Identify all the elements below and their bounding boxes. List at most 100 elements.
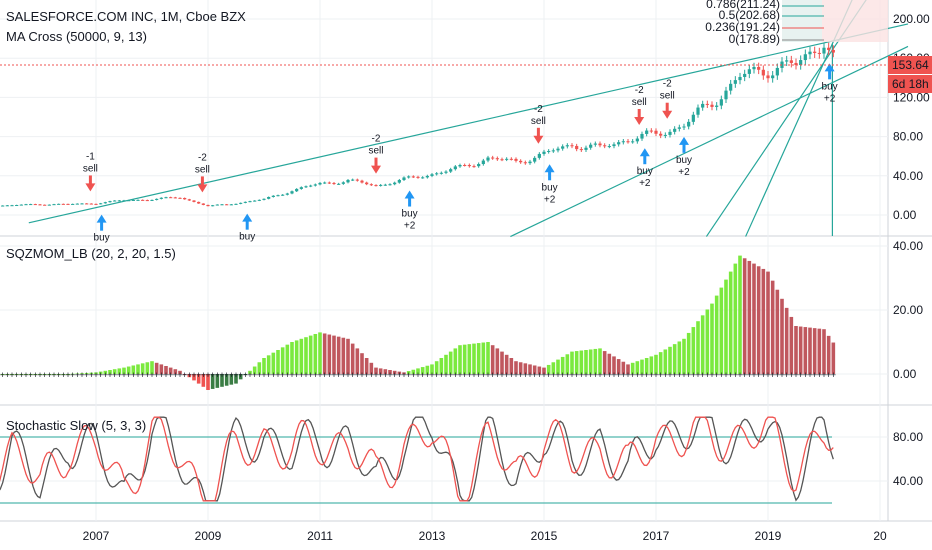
candle-body: [271, 195, 275, 197]
momentum-bar: [565, 354, 570, 374]
candle-body: [682, 126, 686, 128]
sell-arrow-icon: [85, 183, 96, 192]
momentum-tick-label: 40.00: [893, 239, 923, 253]
squeeze-dot: +: [219, 370, 224, 380]
sell-arrow-stem: [637, 108, 641, 118]
buy-label: buy: [637, 166, 653, 177]
candle-body: [542, 151, 546, 154]
candle-body: [696, 107, 700, 115]
momentum-bar: [798, 326, 803, 374]
candle-body: [537, 153, 541, 158]
momentum-bar: [392, 370, 397, 374]
buy-arrow-icon: [242, 213, 253, 222]
signal-sell: sell-2: [660, 79, 675, 119]
momentum-bar: [616, 359, 621, 374]
momentum-bar: [276, 350, 280, 374]
momentum-bar: [710, 303, 714, 374]
squeeze-dot: +: [135, 370, 140, 380]
candle-body: [570, 145, 574, 147]
candle-body: [556, 148, 560, 151]
momentum-bar: [154, 362, 159, 374]
squeeze-dot: +: [621, 370, 626, 380]
candle-body: [229, 204, 233, 206]
buy-label: buy: [94, 233, 110, 244]
candle-body: [145, 200, 149, 202]
squeeze-dot: +: [313, 370, 318, 380]
squeeze-dot: +: [364, 370, 369, 380]
momentum-bar: [612, 356, 616, 374]
price-badge: 153.64 6d 18h: [0, 56, 932, 93]
squeeze-dot: +: [719, 370, 724, 380]
fib-label-0236: 0.236(191.24): [705, 20, 780, 34]
squeeze-dot: +: [28, 370, 33, 380]
momentum-bar: [350, 343, 355, 374]
squeeze-dot: +: [831, 370, 836, 380]
x-tick-label: 2019: [755, 529, 782, 543]
momentum-bar: [812, 328, 817, 374]
momentum-bar: [509, 358, 514, 374]
momentum-bar: [663, 349, 668, 374]
sell-arrow-icon: [662, 110, 673, 119]
momentum-bar: [672, 344, 677, 374]
candle-body: [453, 166, 457, 170]
momentum-bar: [682, 338, 686, 374]
x-tick-label: 2013: [419, 529, 446, 543]
squeeze-dot: +: [812, 370, 817, 380]
squeeze-dot: +: [639, 370, 644, 380]
sell-label: sell: [195, 164, 210, 175]
candle-body: [103, 202, 107, 204]
momentum-bar: [14, 374, 19, 375]
candle-body: [481, 160, 485, 165]
squeeze-dot: +: [527, 370, 532, 380]
momentum-bar: [248, 370, 252, 374]
x-tick-label: 2011: [307, 529, 333, 543]
momentum-bar: [831, 342, 836, 374]
momentum-bar: [5, 374, 10, 375]
candle-body: [677, 127, 681, 129]
momentum-bar: [602, 351, 607, 374]
squeeze-dot: +: [751, 370, 756, 380]
sell-number: -2: [534, 104, 543, 115]
momentum-bar: [560, 356, 565, 374]
squeeze-dot: +: [224, 370, 229, 380]
momentum-bar: [238, 374, 243, 380]
momentum-bar: [724, 279, 728, 374]
candle-body: [631, 141, 635, 143]
candle-body: [705, 103, 709, 105]
squeeze-dot: +: [513, 370, 518, 380]
momentum-bar: [761, 268, 766, 374]
candle-body: [724, 90, 728, 100]
candle-body: [719, 99, 723, 106]
squeeze-dot: +: [672, 370, 677, 380]
squeeze-dot: +: [355, 370, 360, 380]
momentum-bar: [406, 371, 411, 374]
momentum-bar: [546, 364, 551, 374]
momentum-bar: [430, 364, 434, 374]
candle-body: [757, 66, 761, 70]
squeeze-dot: +: [775, 370, 780, 380]
momentum-bar: [327, 334, 332, 374]
candle-body: [47, 204, 51, 206]
candle-body: [197, 201, 201, 204]
momentum-bar: [234, 374, 238, 384]
squeeze-dot: +: [453, 370, 458, 380]
price-tick-label: 80.00: [893, 130, 923, 144]
candle-body: [173, 197, 177, 199]
candle-body: [575, 145, 579, 150]
squeeze-dot: +: [411, 370, 416, 380]
momentum-bar: [700, 315, 705, 374]
candle-body: [621, 141, 625, 143]
candle-body: [411, 176, 415, 178]
momentum-bar: [136, 364, 140, 374]
candle-body: [803, 54, 807, 61]
buy-arrow-icon: [679, 136, 689, 145]
squeeze-dot: +: [322, 370, 327, 380]
momentum-bar: [481, 342, 486, 374]
squeeze-dot: +: [275, 370, 280, 380]
candle-body: [645, 130, 649, 134]
price-tick-label: 0.00: [893, 208, 917, 222]
squeeze-dot: +: [607, 370, 612, 380]
momentum-bar: [0, 374, 5, 375]
momentum-bar: [182, 374, 187, 375]
trend-line: [28, 23, 909, 224]
